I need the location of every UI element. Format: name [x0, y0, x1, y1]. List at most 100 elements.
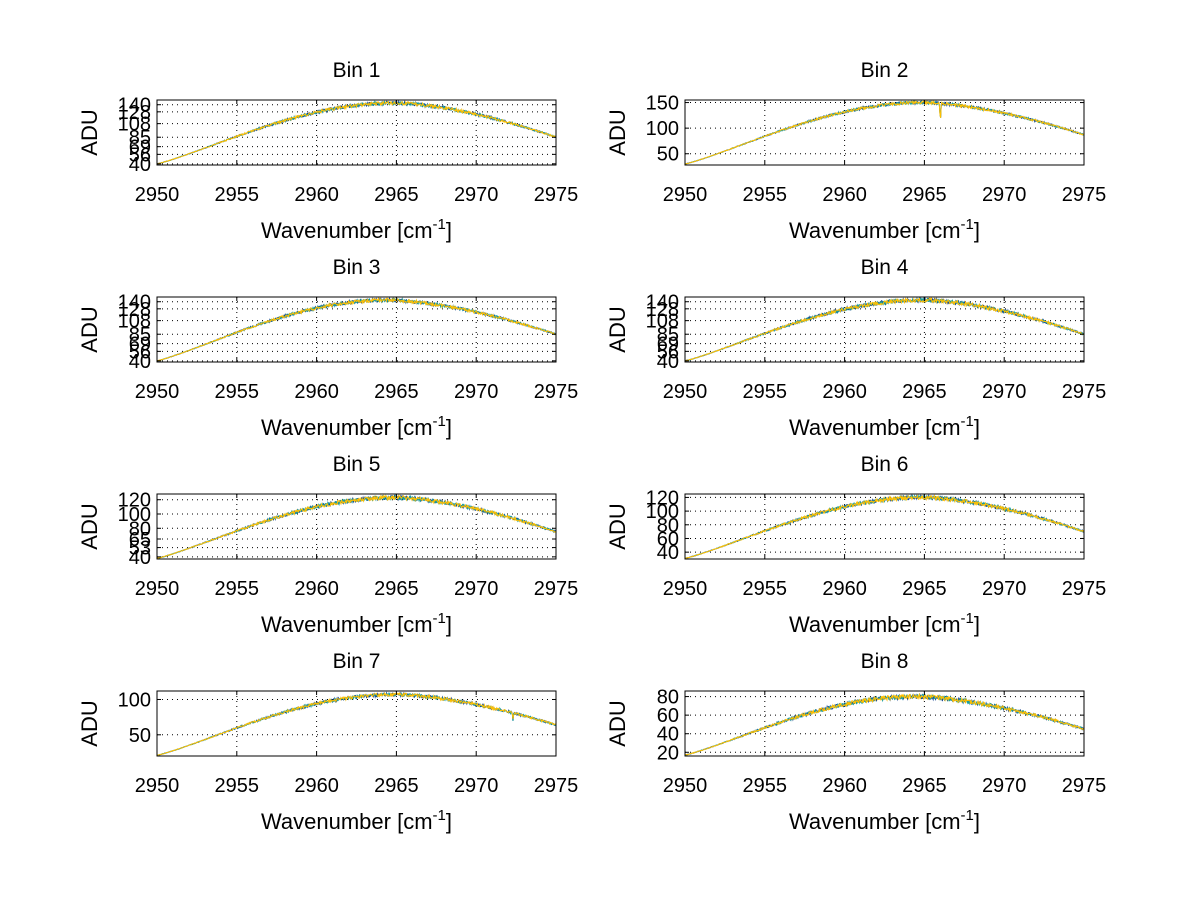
axes-frame [156, 493, 557, 560]
y-tick-label: 50 [129, 725, 151, 747]
axes-frame [156, 99, 557, 166]
x-tick-label: 2955 [215, 184, 260, 206]
x-axis-label: Wavenumber [cm-1] [261, 413, 452, 440]
x-axis-label-end: ] [446, 415, 452, 440]
x-tick-label: 2950 [135, 578, 180, 600]
subplot-title: Bin 2 [861, 59, 909, 82]
x-axis-label-end: ] [974, 218, 980, 243]
subplot-bin-2: 2950 2955 2960 2965 2970 2975 50 100 150 Bin 2 Wav… [605, 59, 1106, 243]
y-tick-label: 100 [646, 501, 679, 523]
subplot-bin-7: 2950 2955 2960 2965 2970 2975 50 100 Bin 7 Wavenu… [77, 650, 578, 834]
x-axis-label-sup: -1 [961, 413, 974, 430]
x-tick-label: 2950 [663, 578, 708, 600]
x-tick-label: 2950 [135, 184, 180, 206]
y-tick-label: 40 [657, 542, 679, 564]
x-axis-label-main: Wavenumber [cm [789, 218, 961, 243]
subplot-bin-4: 2950 2955 2960 2965 2970 2975 4056698510812814… [605, 256, 1106, 440]
x-axis-label: Wavenumber [cm-1] [789, 807, 980, 834]
series-group [684, 99, 1085, 165]
y-tick-label: 50 [657, 144, 679, 166]
x-tick-label: 2970 [454, 184, 499, 206]
series-line-3 [156, 691, 557, 756]
x-axis-label: Wavenumber [cm-1] [261, 610, 452, 637]
x-tick-label: 2955 [215, 775, 260, 797]
series-group [684, 296, 1085, 362]
x-tick-label: 2950 [663, 381, 708, 403]
series-group [684, 692, 1085, 756]
x-tick-label: 2955 [743, 184, 788, 206]
x-tick-label: 2970 [454, 381, 499, 403]
axes-frame [684, 296, 1085, 363]
x-tick-label: 2965 [902, 578, 947, 600]
x-axis-label: Wavenumber [cm-1] [789, 413, 980, 440]
x-axis-label-end: ] [974, 612, 980, 637]
series-line-3 [156, 296, 557, 362]
y-tick-label: 80 [657, 515, 679, 537]
x-tick-label: 2955 [743, 775, 788, 797]
y-tick-label: 140 [646, 292, 679, 314]
x-tick-label: 2950 [135, 775, 180, 797]
y-tick-label: 120 [118, 490, 151, 512]
x-tick-label: 2970 [982, 381, 1027, 403]
x-tick-label: 2975 [534, 184, 579, 206]
x-tick-label: 2975 [534, 775, 579, 797]
series-group [156, 691, 557, 756]
subplot-bin-3: 2950 2955 2960 2965 2970 2975 4056698510812814… [77, 256, 578, 440]
y-tick-label: 65 [129, 529, 151, 551]
x-axis-label-end: ] [974, 809, 980, 834]
y-tick-label: 40 [129, 154, 151, 176]
series-line-3 [684, 99, 1085, 165]
x-tick-label: 2970 [982, 184, 1027, 206]
x-tick-label: 2955 [743, 578, 788, 600]
y-tick-label: 128 [118, 299, 151, 321]
x-tick-label: 2960 [822, 775, 867, 797]
y-tick-label: 60 [657, 528, 679, 550]
y-tick-label: 140 [118, 95, 151, 117]
x-axis-label-end: ] [446, 809, 452, 834]
x-axis-label: Wavenumber [cm-1] [261, 807, 452, 834]
x-axis-label: Wavenumber [cm-1] [261, 216, 452, 243]
x-axis-label-main: Wavenumber [cm [261, 218, 433, 243]
y-tick-label: 150 [646, 93, 679, 115]
x-tick-label: 2965 [902, 184, 947, 206]
x-tick-label: 2965 [374, 381, 419, 403]
y-tick-label: 69 [657, 334, 679, 356]
series-group [684, 493, 1085, 559]
x-axis-label-main: Wavenumber [cm [789, 809, 961, 834]
axes-frame [684, 493, 1085, 560]
x-tick-label: 2960 [294, 775, 339, 797]
x-axis-label-main: Wavenumber [cm [261, 415, 433, 440]
x-tick-label: 2960 [822, 184, 867, 206]
x-tick-label: 2955 [743, 381, 788, 403]
y-tick-label: 56 [657, 341, 679, 363]
subplot-title: Bin 8 [861, 650, 909, 673]
x-tick-label: 2965 [902, 381, 947, 403]
x-axis-label-sup: -1 [433, 807, 446, 824]
x-axis-label-sup: -1 [433, 413, 446, 430]
x-tick-label: 2965 [902, 775, 947, 797]
axes-frame [156, 296, 557, 363]
y-axis-label: ADU [77, 503, 102, 549]
x-tick-label: 2965 [374, 184, 419, 206]
y-axis-label: ADU [605, 109, 630, 155]
x-tick-label: 2950 [663, 775, 708, 797]
x-tick-label: 2955 [215, 381, 260, 403]
y-tick-label: 85 [129, 324, 151, 346]
x-axis-label: Wavenumber [cm-1] [789, 216, 980, 243]
x-tick-label: 2960 [294, 381, 339, 403]
x-axis-label-main: Wavenumber [cm [261, 612, 433, 637]
y-tick-label: 40 [657, 724, 679, 746]
axes-frame [684, 99, 1085, 166]
y-axis-label: ADU [77, 306, 102, 352]
y-tick-label: 69 [129, 137, 151, 159]
x-tick-label: 2970 [982, 775, 1027, 797]
y-tick-label: 40 [129, 351, 151, 373]
series-line-3 [156, 493, 557, 559]
x-tick-label: 2970 [454, 775, 499, 797]
y-tick-label: 80 [657, 687, 679, 709]
y-axis-label: ADU [605, 306, 630, 352]
x-axis-label-sup: -1 [961, 807, 974, 824]
